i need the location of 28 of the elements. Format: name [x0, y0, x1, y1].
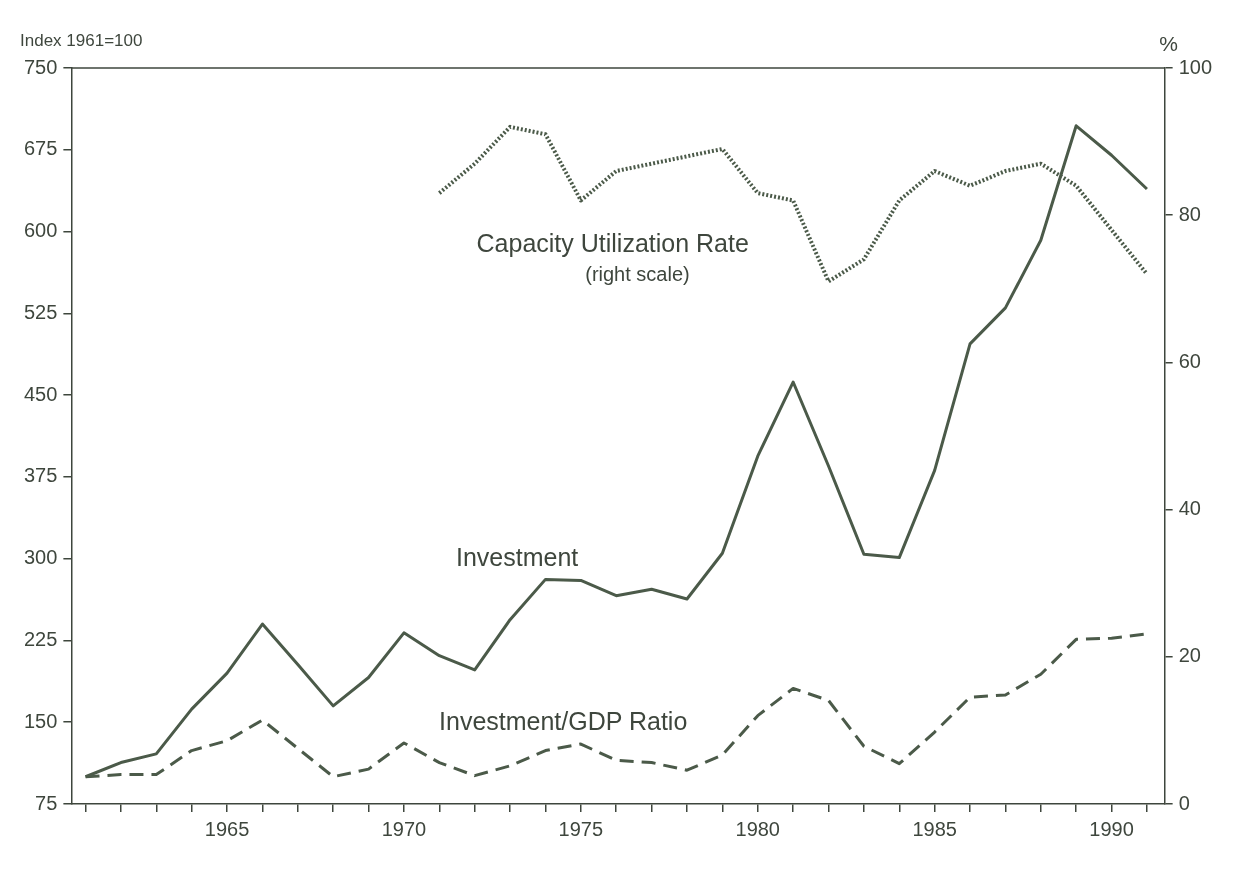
series-label: Capacity Utilization Rate [476, 228, 749, 257]
x-tick-label: 1985 [912, 817, 957, 840]
x-tick-label: 1980 [735, 817, 780, 840]
y-tick-label: 525 [23, 300, 58, 323]
y-tick-label: 600 [23, 219, 58, 242]
y-tick-label: 150 [23, 709, 58, 732]
y-tick-label: 375 [23, 464, 58, 487]
y2-tick-label: 0 [1178, 791, 1190, 814]
x-tick-label: 1975 [558, 817, 604, 840]
y-axis-title: Index 1961=100 [20, 31, 143, 51]
y-tick-label: 300 [23, 546, 58, 569]
y-tick-label: 450 [23, 382, 58, 405]
y2-axis-title: % [1159, 32, 1178, 56]
x-tick-label: 1965 [204, 817, 250, 840]
y2-tick-label: 40 [1178, 497, 1201, 520]
x-tick-label: 1990 [1089, 817, 1134, 840]
y2-tick-label: 60 [1178, 349, 1201, 372]
series-label: Investment/GDP Ratio [439, 707, 688, 736]
y-tick-label: 75 [35, 791, 58, 814]
y2-tick-label: 80 [1178, 202, 1201, 225]
y-tick-label: 225 [23, 627, 58, 650]
y2-tick-label: 20 [1178, 644, 1201, 667]
annotation: (right scale) [585, 262, 690, 285]
series-label: Investment [456, 542, 579, 571]
y-tick-label: 750 [23, 55, 58, 78]
y2-tick-label: 100 [1178, 55, 1213, 78]
x-tick-label: 1970 [381, 817, 427, 840]
y-tick-label: 675 [23, 137, 58, 160]
